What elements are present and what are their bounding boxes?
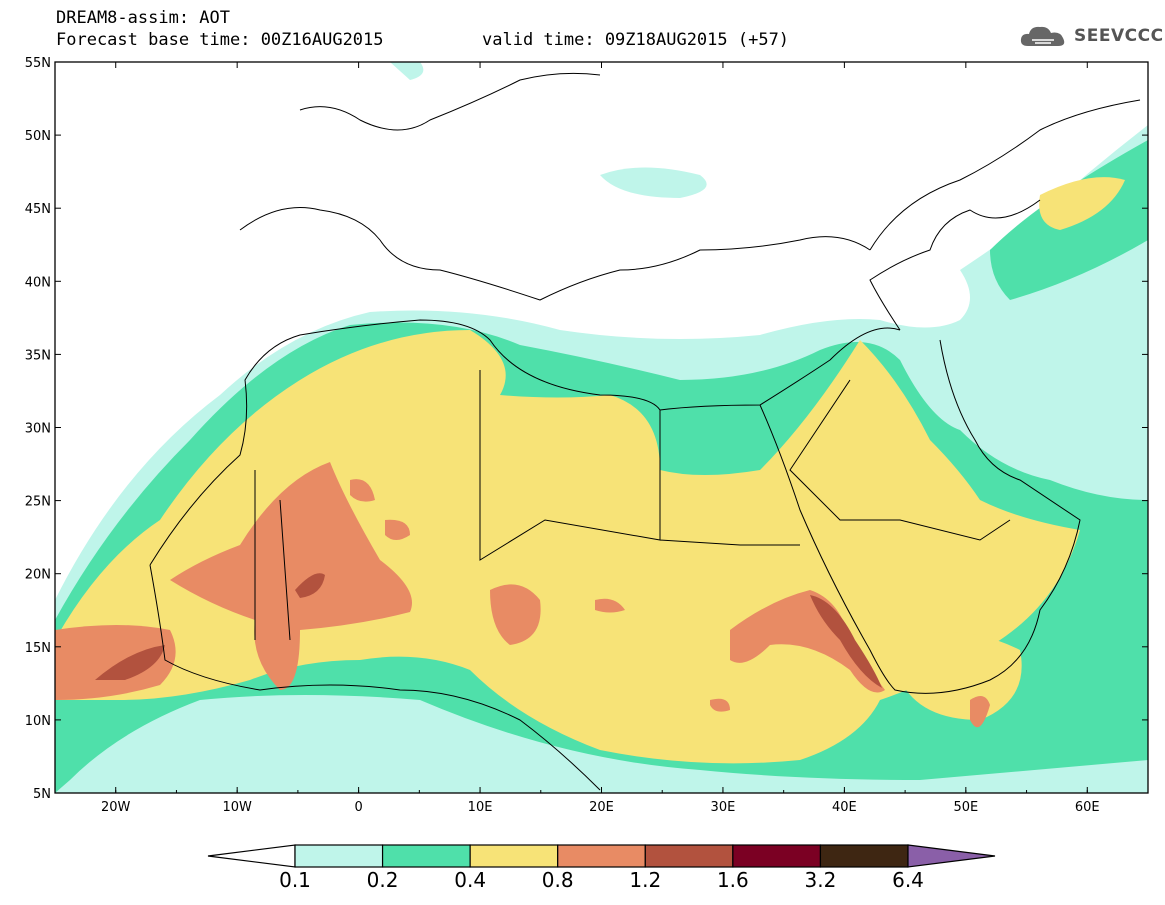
longitude-labels: 20W 10W 0 10E 20E 30E 40E 50E 60E (101, 800, 1100, 815)
cloud-icon (1020, 26, 1065, 46)
colorbar-label: 0.2 (367, 868, 399, 892)
colorbar-min-arrow (207, 844, 296, 868)
colorbar-label: 0.1 (279, 868, 311, 892)
coastlines (149, 72, 1141, 791)
axis-ticks (54, 61, 1149, 794)
lat-label: 5N (33, 787, 51, 802)
lat-label: 35N (25, 348, 51, 363)
lat-label: 45N (25, 202, 51, 217)
colorbar-box (732, 844, 822, 868)
lat-label: 20N (25, 568, 51, 583)
colorbar-label: 0.8 (542, 868, 574, 892)
colorbar-max-arrow (907, 844, 996, 868)
logo-text: SEEVCCC (1074, 26, 1164, 46)
lon-label: 10W (222, 800, 252, 815)
colorbar-box (557, 844, 646, 868)
aot-contour-0.4 (55, 330, 1080, 764)
aot-contour-1.2 (95, 645, 165, 680)
lat-label: 30N (25, 422, 51, 437)
base-time-label: Forecast base time: 00Z16AUG2015 (56, 30, 384, 50)
lat-label: 15N (25, 641, 51, 656)
colorbar (207, 844, 996, 868)
lon-label: 30E (711, 800, 736, 815)
colorbar-label: 3.2 (805, 868, 837, 892)
colorbar-box (469, 844, 559, 868)
lat-label: 50N (25, 129, 51, 144)
lon-label: 50E (953, 800, 978, 815)
colorbar-box (294, 844, 384, 868)
colorbar-box (381, 844, 471, 868)
colorbar-label: 6.4 (892, 868, 924, 892)
colorbar-labels: 0.1 0.2 0.4 0.8 1.2 1.6 3.2 6.4 (279, 868, 924, 892)
lat-label: 10N (25, 714, 51, 729)
valid-time-label: valid time: 09Z18AUG2015 (+57) (482, 30, 790, 50)
colorbar-box (819, 844, 909, 868)
lon-label: 0 (354, 800, 362, 815)
lon-label: 20E (589, 800, 614, 815)
colorbar-label: 1.2 (629, 868, 661, 892)
lat-label: 25N (25, 495, 51, 510)
lon-label: 40E (832, 800, 857, 815)
colorbar-label: 1.6 (717, 868, 749, 892)
seevccc-logo: SEEVCCC (1018, 22, 1164, 50)
map-title: DREAM8-assim: AOT (56, 8, 230, 28)
colorbar-box (644, 844, 734, 868)
colorbar-label: 0.4 (454, 868, 486, 892)
lon-label: 60E (1075, 800, 1100, 815)
lon-label: 20W (101, 800, 131, 815)
aot-contour-0.8 (55, 625, 176, 700)
aot-field (55, 62, 1148, 793)
lon-label: 10E (468, 800, 493, 815)
lat-label: 55N (25, 56, 51, 71)
latitude-labels: 5N 10N 15N 20N 25N 30N 35N 40N 45N 50N 55N (25, 56, 51, 802)
lat-label: 40N (25, 275, 51, 290)
